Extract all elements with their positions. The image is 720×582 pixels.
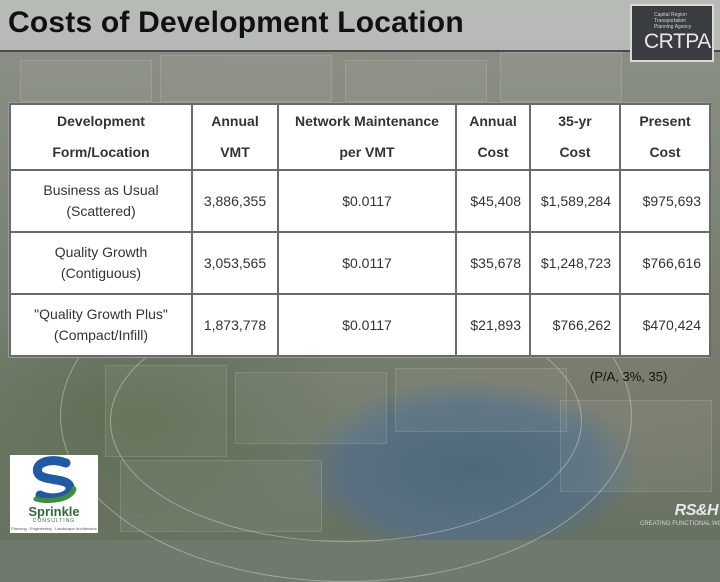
sprinkle-wordmark: Sprinkle bbox=[28, 504, 80, 519]
column-header-present-cost: Present Cost bbox=[619, 103, 711, 171]
rsh-wordmark: RS&H bbox=[674, 502, 719, 519]
development-form-cell: Quality Growth (Contiguous) bbox=[9, 231, 193, 295]
sprinkle-tagline: Planning · Engineering · Landscape Archi… bbox=[11, 526, 97, 531]
annual-cost-cell: $45,408 bbox=[455, 169, 531, 233]
present-cost-cell: $470,424 bbox=[619, 293, 711, 357]
present-cost-cell: $766,616 bbox=[619, 231, 711, 295]
table-row: Business as Usual (Scattered) 3,886,355 … bbox=[9, 169, 711, 233]
table-row: Quality Growth (Contiguous) 3,053,565 $0… bbox=[9, 231, 711, 295]
development-form-cell: "Quality Growth Plus" (Compact/Infill) bbox=[9, 293, 193, 357]
maintenance-per-vmt-cell: $0.0117 bbox=[277, 293, 457, 357]
annual-cost-cell: $21,893 bbox=[455, 293, 531, 357]
rsh-logo: RS&H CREATING FUNCTIONAL WORLD bbox=[640, 502, 720, 528]
maintenance-per-vmt-cell: $0.0117 bbox=[277, 231, 457, 295]
crtpa-logo: Capital Region Transportation Planning A… bbox=[630, 4, 714, 62]
crtpa-logo-wordmark: CRTPA bbox=[644, 30, 711, 53]
column-header-annual-cost: Annual Cost bbox=[455, 103, 531, 171]
slide-title: Costs of Development Location bbox=[8, 6, 464, 39]
present-cost-cell: $975,693 bbox=[619, 169, 711, 233]
column-header-35yr-cost: 35-yr Cost bbox=[529, 103, 621, 171]
background-photo-tile bbox=[20, 60, 152, 102]
sprinkle-s-mark-icon bbox=[32, 456, 77, 504]
annual-vmt-cell: 3,053,565 bbox=[191, 231, 279, 295]
35yr-cost-cell: $1,589,284 bbox=[529, 169, 621, 233]
development-form-cell: Business as Usual (Scattered) bbox=[9, 169, 193, 233]
column-header-annual-vmt: Annual VMT bbox=[191, 103, 279, 171]
column-header-network-maintenance: Network Maintenance per VMT bbox=[277, 103, 457, 171]
table-row: "Quality Growth Plus" (Compact/Infill) 1… bbox=[9, 293, 711, 357]
annual-cost-cell: $35,678 bbox=[455, 231, 531, 295]
sprinkle-consulting-logo: Sprinkle CONSULTING Planning · Engineeri… bbox=[10, 455, 98, 533]
35yr-cost-cell: $766,262 bbox=[529, 293, 621, 357]
annual-vmt-cell: 3,886,355 bbox=[191, 169, 279, 233]
table-header-row: Development Form/Location Annual VMT Net… bbox=[9, 103, 711, 171]
background-photo-tile bbox=[160, 55, 332, 102]
rsh-tagline: CREATING FUNCTIONAL WORLD bbox=[640, 521, 720, 527]
cost-table-panel: Development Form/Location Annual VMT Net… bbox=[8, 102, 711, 358]
background-photo-tile bbox=[345, 60, 487, 102]
cost-table: Development Form/Location Annual VMT Net… bbox=[9, 103, 711, 357]
column-header-development: Development Form/Location bbox=[9, 103, 193, 171]
maintenance-per-vmt-cell: $0.0117 bbox=[277, 169, 457, 233]
crtpa-logo-small-text: Capital Region Transportation Planning A… bbox=[654, 12, 692, 30]
35yr-cost-cell: $1,248,723 bbox=[529, 231, 621, 295]
annuity-factor-note: (P/A, 3%, 35) bbox=[590, 369, 668, 384]
annual-vmt-cell: 1,873,778 bbox=[191, 293, 279, 357]
title-bar: Costs of Development Location bbox=[0, 0, 720, 52]
background-photo-tile bbox=[500, 52, 622, 102]
sprinkle-subtitle: CONSULTING bbox=[32, 518, 76, 524]
